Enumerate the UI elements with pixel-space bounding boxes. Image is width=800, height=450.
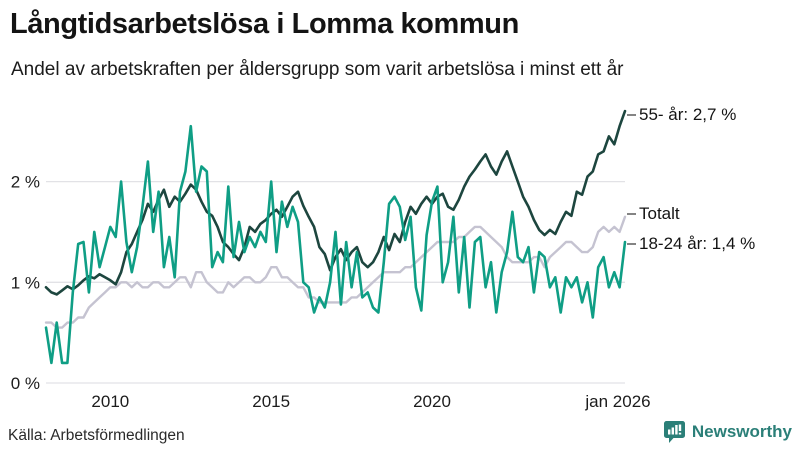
page-title: Långtidsarbetslösa i Lomma kommun xyxy=(10,8,519,40)
y-tick-label: 0 % xyxy=(11,374,40,393)
x-tick-label: 2010 xyxy=(91,392,129,411)
series-lines xyxy=(44,109,627,365)
gridlines xyxy=(46,180,625,384)
y-tick-label: 2 % xyxy=(11,173,40,192)
newsworthy-pin-barchart-icon xyxy=(663,421,685,443)
series-end-label-totalt: Totalt xyxy=(639,204,680,223)
series-line-Totalt xyxy=(44,215,627,329)
end-label-ticks xyxy=(627,114,636,245)
source-attribution: Källa: Arbetsförmedlingen xyxy=(8,427,185,444)
series-line-18-24-år xyxy=(44,124,627,365)
y-axis-tick-labels: 0 % 1 % 2 % xyxy=(11,173,40,393)
x-tick-label: 2015 xyxy=(252,392,290,411)
series-line-55--år xyxy=(44,109,627,296)
series-end-label-18-24: 18-24 år: 1,4 % xyxy=(639,234,756,253)
series-end-label-55: 55- år: 2,7 % xyxy=(639,105,737,124)
newsworthy-branding: Newsworthy xyxy=(663,420,792,444)
x-tick-label: jan 2026 xyxy=(584,392,650,411)
chart-subtitle: Andel av arbetskraften per åldersgrupp s… xyxy=(11,59,624,80)
x-tick-label: 2020 xyxy=(413,392,451,411)
brand-name: Newsworthy xyxy=(691,422,792,441)
x-axis-tick-labels: 2010 2015 2020 jan 2026 xyxy=(91,392,650,411)
y-tick-label: 1 % xyxy=(11,273,40,292)
